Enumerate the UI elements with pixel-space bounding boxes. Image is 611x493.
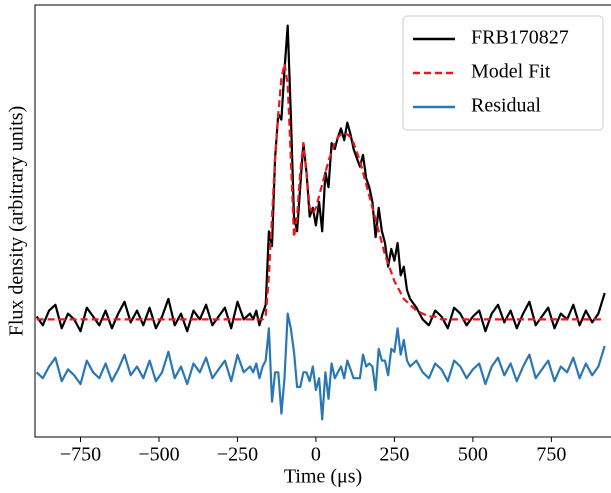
legend-label: Residual	[471, 95, 541, 117]
legend-box	[402, 15, 604, 131]
series-line	[35, 312, 606, 421]
plot-frame	[34, 4, 611, 438]
series-line	[35, 24, 606, 333]
x-tick-label: 500	[458, 444, 488, 466]
x-tick-label: 750	[536, 444, 566, 466]
x-tick-label: −250	[217, 444, 258, 466]
x-tick-label: 250	[379, 444, 409, 466]
y-axis-label: Flux density (arbitrary units)	[6, 106, 28, 337]
series-line	[36, 62, 605, 321]
x-tick-label: −500	[138, 444, 179, 466]
x-axis-label: Time (μs)	[284, 466, 362, 488]
x-tick-label: 0	[311, 444, 321, 466]
x-tick-label: −750	[60, 444, 101, 466]
legend-label: FRB170827	[471, 27, 569, 49]
legend-label: Model Fit	[471, 61, 551, 83]
